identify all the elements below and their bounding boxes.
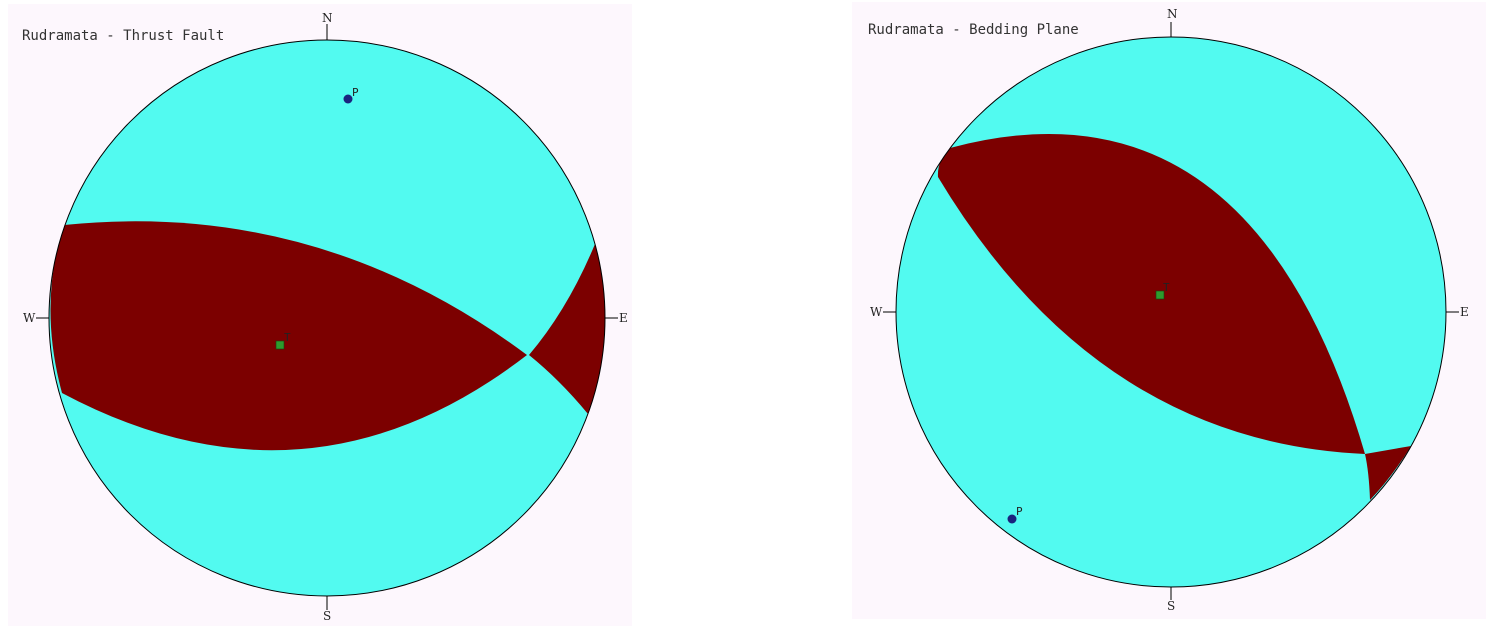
compass-south-label: S — [323, 609, 332, 623]
beachball-panel-thrust-fault: Rudramata - Thrust Fault N S E W P T — [8, 4, 632, 626]
compass-north-label: N — [1167, 7, 1178, 21]
compass-north-label: N — [322, 11, 333, 25]
compression-quadrant-east — [529, 244, 605, 414]
compass-west-label: W — [870, 305, 883, 319]
p-axis-label: P — [352, 86, 359, 99]
compression-quadrant-southeast — [1365, 446, 1411, 500]
compass-south-label: S — [1167, 599, 1176, 613]
compass-east-label: E — [619, 311, 628, 325]
plot-title: Rudramata - Thrust Fault — [22, 28, 225, 44]
compression-quadrant-main — [50, 221, 527, 451]
beachball-thrust-fault — [36, 24, 618, 610]
p-axis-label: P — [1016, 505, 1023, 518]
compass-west-label: W — [23, 311, 36, 325]
beachball-panel-bedding-plane: Rudramata - Bedding Plane N S E W P T — [852, 2, 1486, 619]
plot-title: Rudramata - Bedding Plane — [868, 22, 1079, 38]
compression-quadrant-main — [937, 133, 1365, 454]
t-axis-marker — [275, 340, 285, 350]
compass-east-label: E — [1460, 305, 1469, 319]
p-axis-marker — [1007, 514, 1017, 524]
beachball-bedding-plane — [883, 22, 1459, 600]
t-axis-label: T — [1163, 281, 1170, 294]
t-axis-label: T — [284, 331, 291, 344]
p-axis-marker — [343, 94, 353, 104]
t-axis-marker — [1155, 290, 1165, 300]
